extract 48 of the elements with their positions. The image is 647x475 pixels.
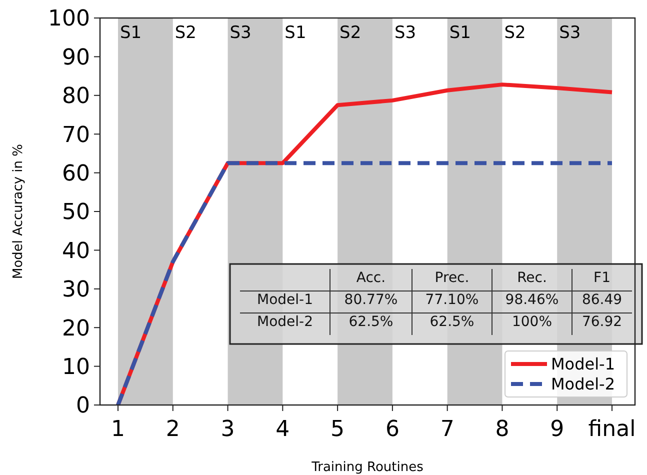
- annotation: 62.5%: [430, 314, 474, 330]
- band-label: S1: [449, 23, 471, 43]
- y-axis-title: Model Accuracy in %: [11, 144, 26, 279]
- annotation: 62.5%: [348, 314, 394, 330]
- annotation: Model-2: [257, 314, 313, 330]
- annotation: 76.92: [582, 314, 622, 330]
- band-label: S1: [120, 23, 142, 43]
- annotation: S2: [504, 23, 526, 43]
- legend-label: Model-1: [551, 354, 615, 374]
- x-tick-label: 3: [220, 417, 235, 442]
- y-tick-label: 90: [62, 45, 90, 70]
- y-tick-label: 70: [62, 122, 90, 148]
- annotation: F1: [594, 270, 610, 286]
- x-tick-label: 8: [495, 417, 510, 442]
- band-label: S3: [230, 23, 252, 43]
- x-tick-label: 9: [550, 417, 564, 442]
- legend-label: Model-2: [551, 374, 615, 394]
- annotation: Prec.: [434, 270, 470, 286]
- y-tick-label: 20: [62, 316, 90, 342]
- y-tick-label: 80: [62, 84, 90, 110]
- x-tick-label: 7: [440, 417, 454, 442]
- y-tick-label: 0: [76, 394, 90, 419]
- y-tick-label: 100: [48, 6, 90, 32]
- y-tick-label: 10: [62, 355, 90, 380]
- annotation: 77.10%: [425, 292, 479, 308]
- band-label: S3: [559, 23, 581, 43]
- y-tick-label: 60: [62, 162, 90, 186]
- annotation: Model-1: [257, 292, 313, 308]
- band-label: S2: [340, 23, 362, 43]
- x-tick-label: 5: [330, 417, 345, 442]
- annotation: 98.46%: [505, 292, 559, 308]
- annotation: S1: [284, 23, 306, 43]
- annotation: 86.49: [582, 292, 622, 308]
- annotation: Rec.: [517, 270, 547, 286]
- x-tick-label: 6: [385, 417, 400, 442]
- y-tick-label: 50: [62, 200, 90, 226]
- annotation: S3: [394, 23, 416, 43]
- x-tick-label: final: [588, 417, 636, 442]
- annotation: 100%: [512, 314, 552, 330]
- y-tick-label: 30: [62, 278, 90, 303]
- y-tick-label: 40: [62, 238, 90, 264]
- x-axis-title: Training Routines: [310, 460, 424, 475]
- x-tick-label: 4: [276, 417, 290, 442]
- annotation: S2: [174, 23, 196, 43]
- annotation: Acc.: [356, 270, 386, 286]
- x-tick-label: 1: [111, 417, 125, 442]
- x-tick-label: 2: [166, 417, 180, 442]
- annotation: 80.77%: [344, 292, 398, 308]
